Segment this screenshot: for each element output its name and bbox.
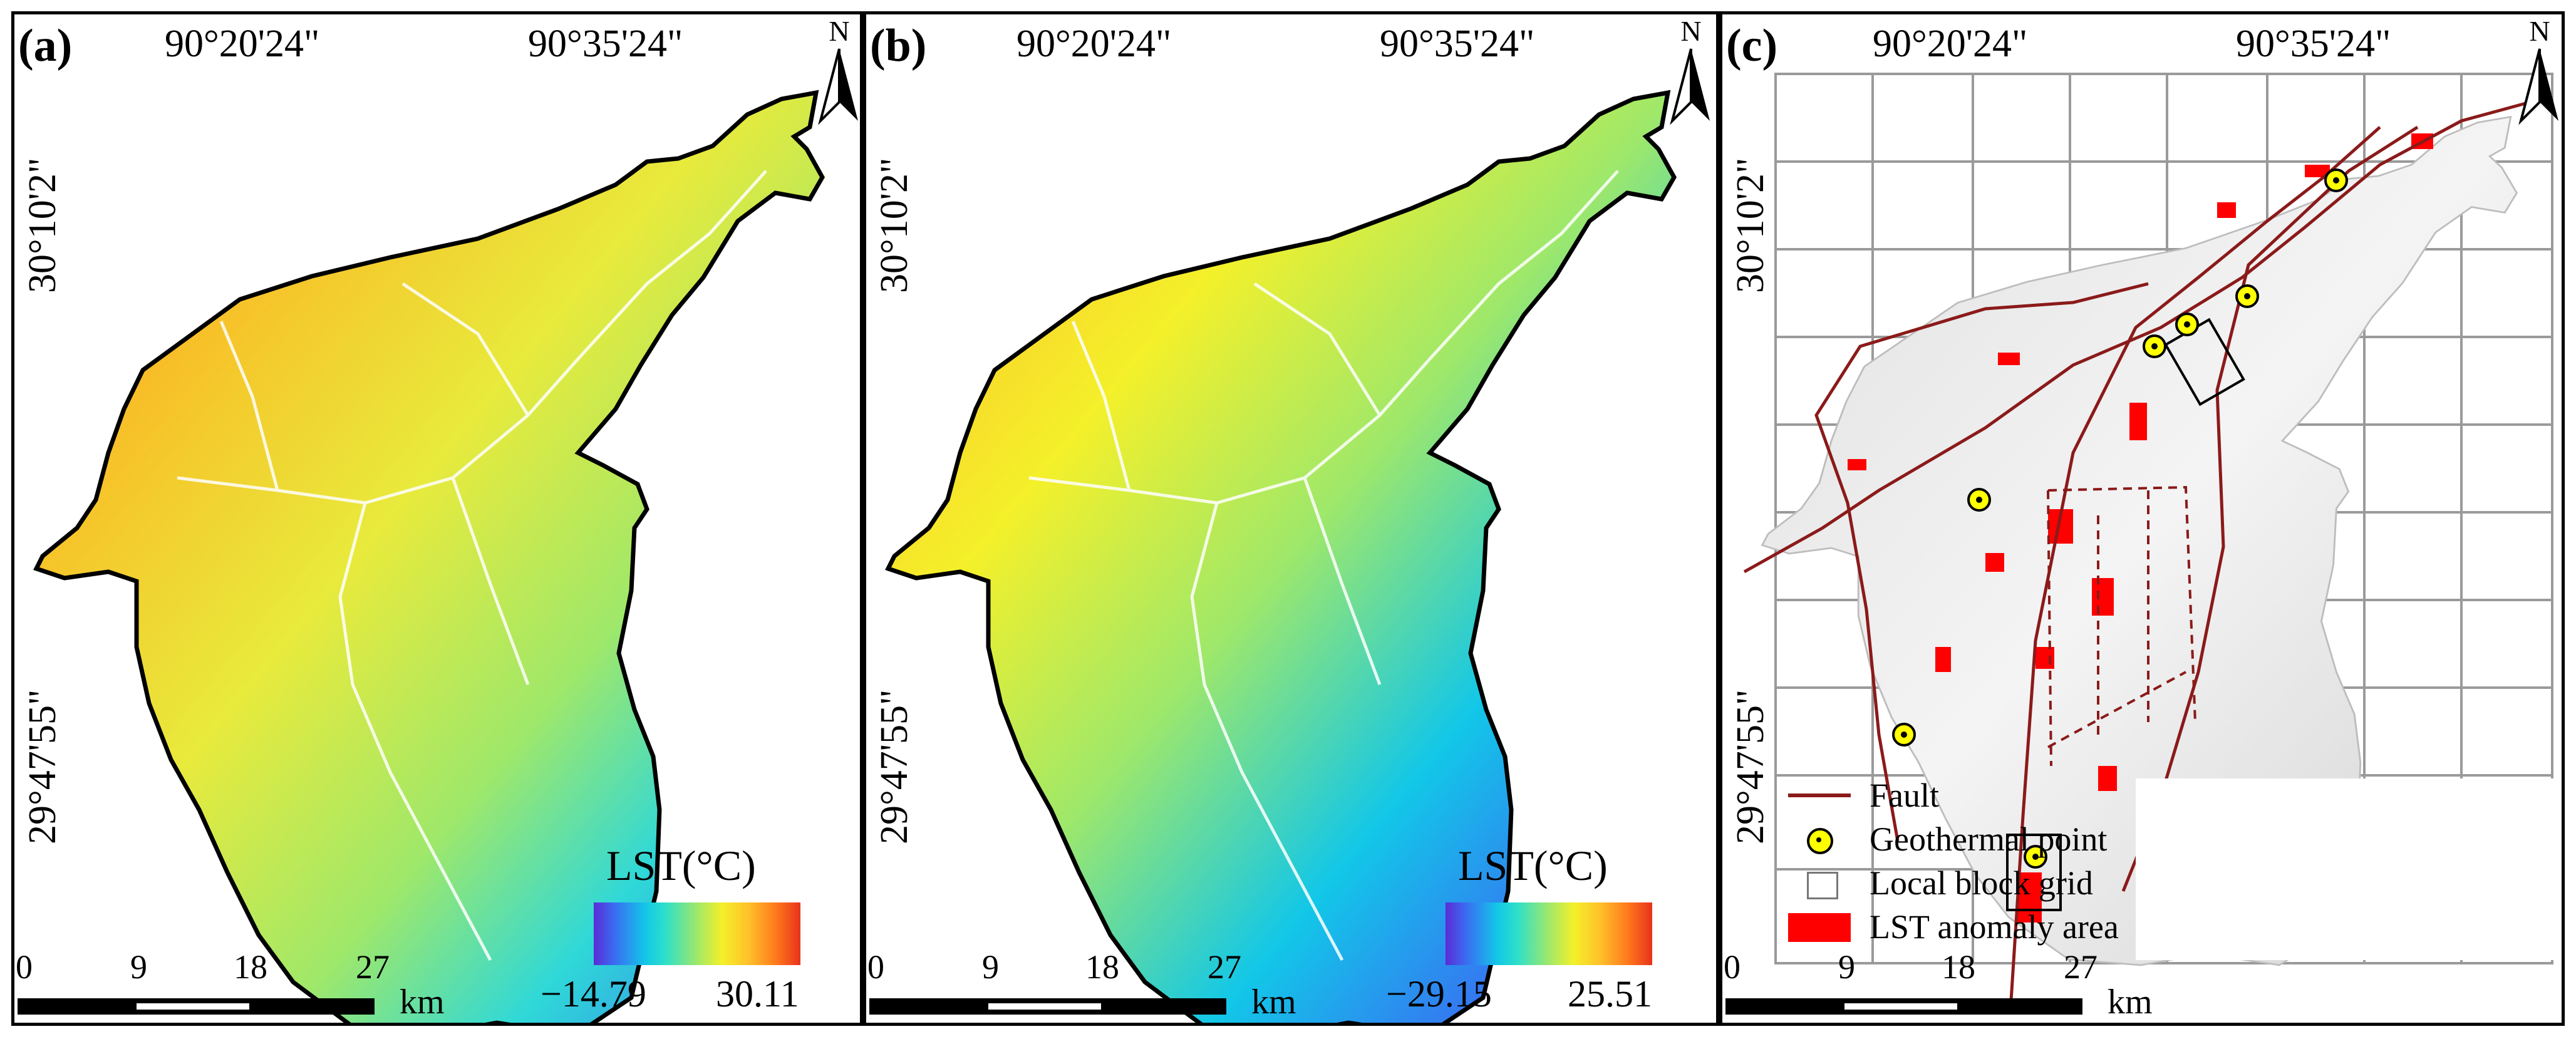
- north-label: N: [1680, 15, 1702, 47]
- legend-geothermal-label: Geothermal point: [1870, 820, 2108, 858]
- north-arrow: N: [817, 15, 860, 130]
- legend-block-grid-label: Local block grid: [1870, 864, 2093, 902]
- scale-tick-0: 0: [1724, 948, 1741, 986]
- legend-anomaly: LST anomaly area: [1788, 905, 2119, 949]
- lst-anomaly-areas: [1848, 133, 2433, 923]
- colorbar: [1446, 902, 1652, 965]
- lon-label-1: 90°20'24": [165, 23, 320, 65]
- lat-label-1: 30°10'2": [1729, 157, 1772, 293]
- panel-label-a: (a): [18, 20, 73, 71]
- lon-label-2: 90°35'24": [1380, 23, 1535, 65]
- scale-tick-27: 27: [2064, 948, 2098, 986]
- legend-anomaly-label: LST anomaly area: [1870, 908, 2119, 946]
- lon-label-1: 90°20'24": [1873, 23, 2028, 65]
- scale-tick-27: 27: [356, 948, 390, 986]
- legend-title: LST(°C): [1458, 842, 1608, 889]
- geothermal-point-centers: [1901, 177, 2339, 860]
- scale-tick-18: 18: [234, 948, 267, 986]
- block-grid-icon: [1788, 864, 1851, 902]
- panel-c: (c) 90°20'24" 90°35'24" 30°10'2" 29°47'5…: [1719, 11, 2565, 1026]
- scale-tick-9: 9: [1838, 948, 1855, 986]
- panel-b: (b) 90°20'24" 90°35'24" 30°10'2" 29°47'5…: [863, 11, 1719, 1026]
- north-arrow: N: [2518, 17, 2562, 130]
- legend-geothermal: Geothermal point: [1788, 817, 2107, 861]
- north-label: N: [2529, 15, 2550, 47]
- scale-tick-9: 9: [982, 948, 999, 986]
- scale-tick-0: 0: [867, 948, 884, 986]
- dashed-faults: [2047, 485, 2196, 767]
- legend-fault-label: Fault: [1870, 777, 1940, 814]
- scale-tick-9: 9: [130, 948, 147, 986]
- lat-label-2: 29°47'55": [21, 689, 64, 844]
- north-arrow-icon: [2518, 48, 2558, 125]
- scale-unit: km: [1251, 983, 1296, 1021]
- legend-title: LST(°C): [606, 842, 756, 889]
- map-a: [14, 14, 863, 1026]
- panel-label-b: (b): [870, 20, 927, 71]
- river-network-b: [1028, 170, 1619, 961]
- lon-label-1: 90°20'24": [1016, 23, 1172, 65]
- scale-bar: [869, 998, 1226, 1015]
- legend-block-grid: Local block grid: [1788, 861, 2093, 905]
- lat-label-2: 29°47'55": [1729, 689, 1772, 844]
- scale-unit: km: [2108, 983, 2153, 1021]
- scale-unit: km: [400, 983, 445, 1021]
- scale-tick-27: 27: [1208, 948, 1241, 986]
- north-arrow-icon: [818, 48, 858, 125]
- north-arrow: N: [1669, 17, 1713, 130]
- legend-max: 30.11: [716, 973, 799, 1015]
- lon-label-2: 90°35'24": [528, 23, 683, 65]
- panel-label-c: (c): [1726, 20, 1778, 71]
- lat-label-2: 29°47'55": [873, 689, 916, 844]
- map-b: [866, 14, 1719, 1026]
- legend-fault: Fault: [1788, 773, 1939, 817]
- map-c: [1743, 73, 2562, 1011]
- scale-tick-18: 18: [1085, 948, 1119, 986]
- scale-bar: [1725, 998, 2082, 1015]
- lat-label-1: 30°10'2": [873, 157, 916, 293]
- north-arrow-icon: [1670, 48, 1710, 125]
- panel-a: (a) 90°20'24" 90°35'24" 30°10'2" 29°47'5…: [11, 11, 863, 1026]
- lat-label-1: 30°10'2": [21, 157, 64, 293]
- fault-line-icon: [1788, 777, 1851, 814]
- river-network-a: [177, 170, 767, 961]
- scale-bar: [18, 998, 375, 1015]
- anomaly-area-icon: [1788, 908, 1851, 946]
- scale-tick-0: 0: [16, 948, 33, 986]
- legend-max: 25.51: [1568, 973, 1652, 1015]
- north-label: N: [829, 15, 850, 47]
- legend-background: [2136, 778, 2562, 960]
- colorbar: [594, 902, 800, 965]
- geothermal-point-icon: [1788, 820, 1851, 858]
- lon-label-2: 90°35'24": [2236, 23, 2391, 65]
- legend-min: −29.15: [1386, 973, 1492, 1015]
- legend-min: −14.79: [541, 973, 646, 1015]
- scale-tick-18: 18: [1942, 948, 1975, 986]
